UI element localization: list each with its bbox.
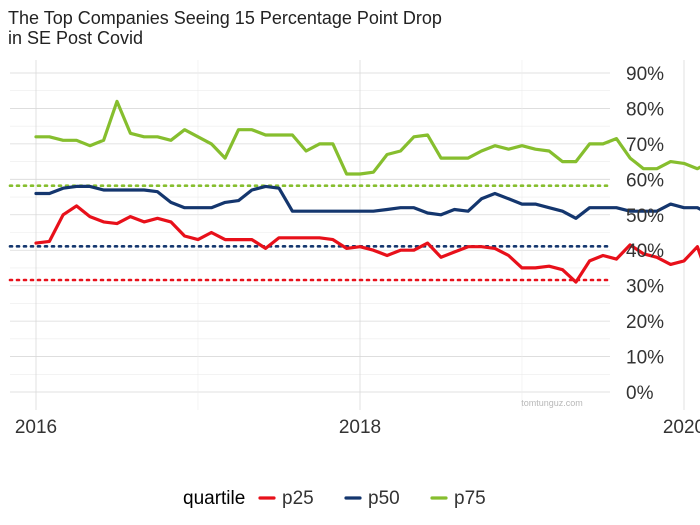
y-axis-ticks: 0% 10% 20% 30% 40% 50% 60% 70% 80% 90% [626, 64, 664, 404]
y-tick-label: 60% [626, 170, 664, 191]
x-tick-label: 2016 [15, 417, 57, 438]
reference-lines-layer [8, 184, 612, 282]
chart-title-line: The Top Companies Seeing 15 Percentage P… [8, 8, 442, 28]
series-line-p25 [34, 204, 700, 284]
legend-title: quartile [183, 488, 245, 509]
x-axis-ticks: 2016201820202022 [15, 417, 700, 438]
series-line-p75 [34, 99, 700, 176]
y-tick-label: 70% [626, 135, 664, 156]
series-layer [34, 99, 700, 284]
legend-label-p75: p75 [454, 488, 486, 509]
x-tick-label: 2020 [663, 417, 700, 438]
legend: quartile p25 p50 p75 [183, 488, 486, 509]
chart-title: The Top Companies Seeing 15 Percentage P… [8, 8, 442, 48]
grid-layer [10, 60, 685, 410]
x-tick-label: 2018 [339, 417, 381, 438]
y-tick-label: 90% [626, 64, 664, 85]
y-tick-label: 10% [626, 348, 664, 369]
y-tick-label: 30% [626, 277, 664, 298]
legend-label-p50: p50 [368, 488, 400, 509]
y-tick-label: 80% [626, 99, 664, 120]
watermark-text: tomtunguz.com [521, 398, 583, 408]
y-tick-label: 0% [626, 383, 654, 404]
y-tick-label: 20% [626, 312, 664, 333]
y-tick-label: 50% [626, 206, 664, 227]
series-line-p50 [34, 184, 700, 220]
legend-label-p25: p25 [282, 488, 314, 509]
y-tick-label: 40% [626, 241, 664, 262]
chart-title-line: in SE Post Covid [8, 28, 143, 48]
